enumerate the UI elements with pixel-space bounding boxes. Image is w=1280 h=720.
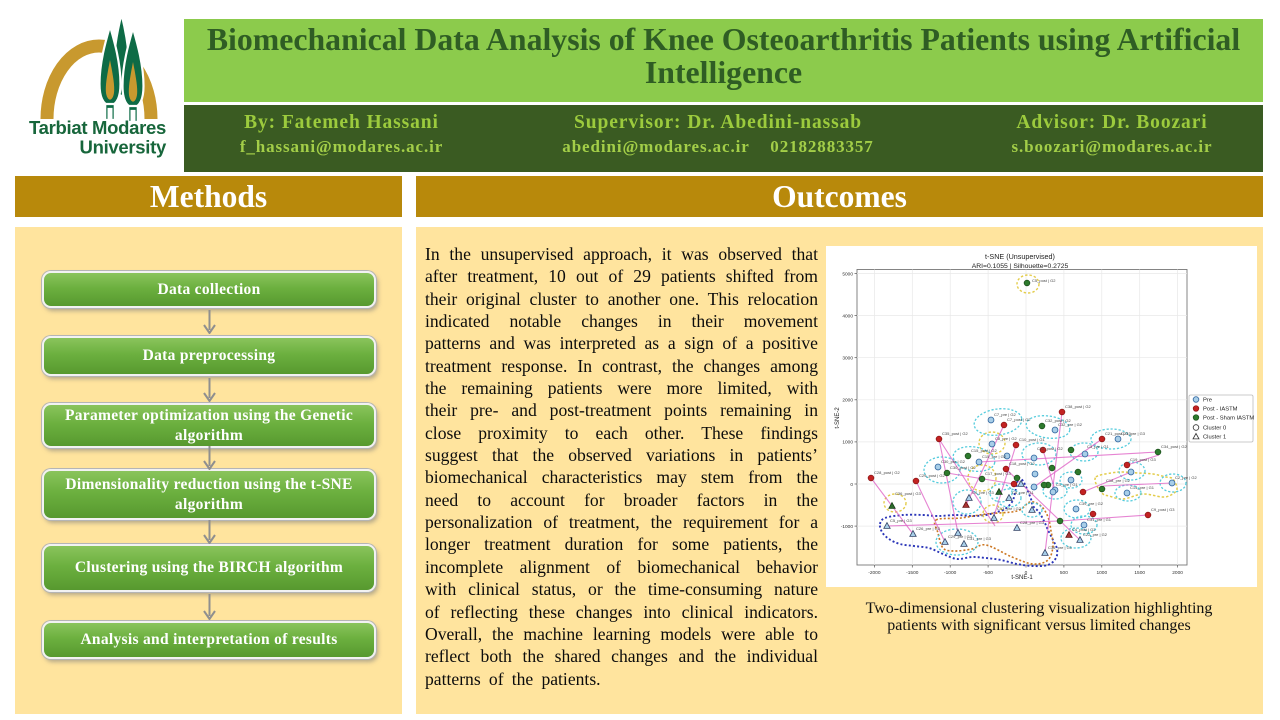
svg-text:C10_post | G1: C10_post | G1 [1019, 437, 1045, 442]
svg-text:C26_pre | G3: C26_pre | G3 [916, 526, 941, 531]
svg-text:C39_pre | G2: C39_pre | G2 [1079, 501, 1104, 506]
svg-text:Post - IASTM: Post - IASTM [1203, 407, 1238, 413]
svg-text:C8_pre | G1: C8_pre | G1 [1012, 490, 1034, 495]
svg-text:C18_pre | G2: C18_pre | G2 [1106, 478, 1131, 483]
svg-text:C21_pre | G3: C21_pre | G3 [1121, 431, 1146, 436]
svg-text:C8_pre | G2: C8_pre | G2 [995, 436, 1017, 441]
svg-text:C31_pre | G3: C31_pre | G3 [967, 536, 992, 541]
svg-text:C4_pre | G3: C4_pre | G3 [972, 490, 994, 495]
svg-text:C7_pre | G2: C7_pre | G2 [994, 412, 1016, 417]
svg-text:C5_pre | G3: C5_pre | G3 [890, 518, 912, 523]
svg-text:C18_post | G2: C18_post | G2 [1009, 461, 1035, 466]
svg-text:0: 0 [1025, 570, 1028, 576]
svg-text:C13_pre | G2: C13_pre | G2 [997, 506, 1022, 511]
svg-text:t-SNE-1: t-SNE-1 [1011, 575, 1033, 581]
svg-text:-1000: -1000 [841, 524, 854, 530]
svg-text:5000: 5000 [842, 271, 853, 277]
svg-text:C32_post | G2: C32_post | G2 [1045, 418, 1071, 423]
svg-text:4000: 4000 [842, 313, 853, 319]
svg-text:C19_post | G3: C19_post | G3 [1130, 457, 1156, 462]
svg-text:C31_pre | G1: C31_pre | G1 [1087, 517, 1112, 522]
svg-text:Cluster 0: Cluster 0 [1203, 426, 1226, 432]
svg-text:C2_pre | G2: C2_pre | G2 [1175, 475, 1197, 480]
svg-text:C32_pre | G2: C32_pre | G2 [1058, 422, 1083, 427]
svg-text:C22_post | G2: C22_post | G2 [1037, 446, 1063, 451]
svg-text:500: 500 [1060, 570, 1068, 576]
svg-text:C22_pre | G2: C22_pre | G2 [1083, 532, 1108, 537]
svg-text:-1500: -1500 [906, 570, 919, 576]
svg-text:C7_post | G2: C7_post | G2 [1007, 417, 1031, 422]
svg-text:C34_post | G2: C34_post | G2 [1161, 444, 1187, 449]
svg-text:1000: 1000 [842, 440, 853, 446]
svg-text:1000: 1000 [1096, 570, 1107, 576]
svg-text:C15_post | G2: C15_post | G2 [971, 448, 997, 453]
svg-text:C4_post | G2: C4_post | G2 [1072, 527, 1096, 532]
svg-text:t-SNE (Unsupervised): t-SNE (Unsupervised) [985, 252, 1055, 261]
svg-text:2000: 2000 [842, 398, 853, 404]
svg-text:C9_post | G3: C9_post | G3 [1151, 507, 1175, 512]
svg-text:C30_pre | G2: C30_pre | G2 [941, 459, 966, 464]
svg-text:Cluster 1: Cluster 1 [1203, 435, 1226, 441]
svg-text:C36_post | G3: C36_post | G3 [895, 491, 921, 496]
svg-text:t-SNE-2: t-SNE-2 [835, 407, 841, 429]
svg-text:2000: 2000 [1172, 570, 1183, 576]
svg-text:C15_pre | G2: C15_pre | G2 [982, 454, 1007, 459]
svg-text:Post - Sham IASTM: Post - Sham IASTM [1203, 416, 1254, 422]
svg-text:C28_pre | G3: C28_pre | G3 [1020, 520, 1045, 525]
svg-text:ARI=0.1055 | Silhouette=0.2725: ARI=0.1055 | Silhouette=0.2725 [972, 263, 1069, 270]
svg-text:3000: 3000 [842, 356, 853, 362]
svg-text:0: 0 [850, 482, 853, 488]
svg-text:C5_post | G2: C5_post | G2 [1032, 278, 1056, 283]
svg-text:C29_post | G2: C29_post | G2 [919, 473, 945, 478]
svg-text:C29_pre | G3: C29_pre | G3 [948, 534, 973, 539]
svg-text:1500: 1500 [1134, 570, 1145, 576]
svg-text:C1_pre | G1: C1_pre | G1 [1056, 482, 1078, 487]
svg-text:University: University [80, 137, 167, 158]
svg-text:Pre: Pre [1203, 398, 1212, 404]
svg-text:C3_pre | G1: C3_pre | G1 [1087, 444, 1109, 449]
svg-text:C36_pre | G1: C36_pre | G1 [1048, 545, 1073, 550]
svg-text:C30_post | G2: C30_post | G2 [950, 465, 976, 470]
svg-text:-1000: -1000 [944, 570, 957, 576]
svg-text:C38_post | G2: C38_post | G2 [1065, 404, 1091, 409]
svg-text:C17_post | G3: C17_post | G3 [985, 471, 1011, 476]
svg-text:C28_post | G2: C28_post | G2 [874, 470, 900, 475]
svg-text:-2000: -2000 [868, 570, 881, 576]
svg-text:C21_post | G3: C21_post | G3 [1105, 431, 1131, 436]
svg-text:C35_post | G2: C35_post | G2 [942, 431, 968, 436]
svg-text:C14_pre | G1: C14_pre | G1 [1130, 485, 1155, 490]
svg-text:-500: -500 [983, 570, 993, 576]
svg-text:Tarbiat Modares: Tarbiat Modares [29, 117, 166, 138]
